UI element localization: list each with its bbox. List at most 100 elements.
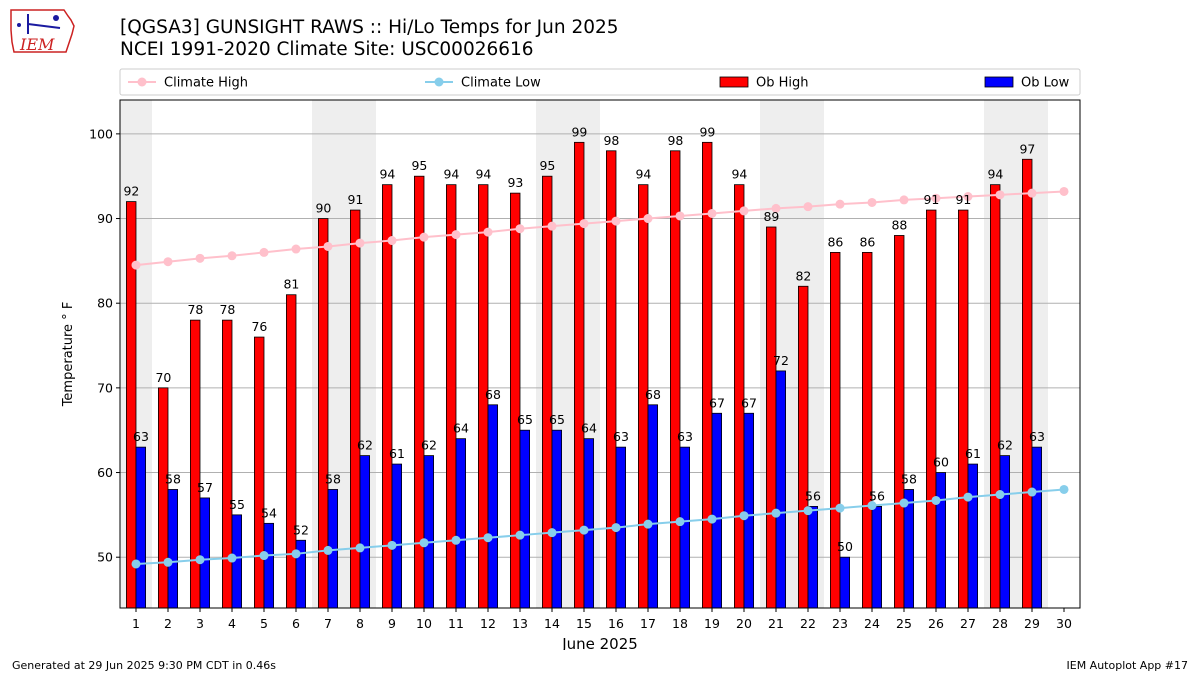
x-tick-label: 25 [896,616,912,631]
climate-low-point [195,555,205,565]
x-tick-label: 11 [448,616,464,631]
logo-instrument-bar [27,23,61,29]
climate-low-point [739,511,749,521]
legend-label: Climate Low [461,76,541,91]
ob-high-label: 78 [187,302,203,317]
y-tick-label: 80 [97,296,113,311]
ob-high-label: 97 [1019,141,1035,156]
climate-low-point [547,528,557,538]
logo-instrument-cup [53,15,59,21]
x-tick-label: 2 [164,616,172,631]
legend-ob-high-swatch [719,76,749,88]
climate-low-point [323,545,333,555]
climate-high-point [227,251,237,261]
ob-low-label: 65 [549,412,565,427]
ob-high-label: 88 [891,217,907,232]
x-tick-label: 10 [416,616,432,631]
climate-high-point [643,214,653,224]
climate-low-point [419,538,429,548]
ob-low-label: 67 [709,395,725,410]
climate-high-point [579,219,589,229]
ob-low-label: 62 [421,438,437,453]
ob-high-bar [862,251,873,609]
ob-low-bar [967,463,979,609]
ob-low-label: 68 [485,387,501,402]
ob-high-label: 95 [411,158,427,173]
ob-low-label: 63 [613,429,629,444]
x-tick-label: 22 [800,616,816,631]
ob-high-label: 76 [251,319,267,334]
climate-high-point [259,247,269,257]
climate-high-point [931,193,941,203]
ob-high-label: 94 [635,167,651,182]
ob-low-label: 60 [933,455,949,470]
ob-high-label: 94 [379,167,395,182]
chart-title: [QGSA3] GUNSIGHT RAWS :: Hi/Lo Temps for… [120,17,619,38]
climate-low-point [451,535,461,545]
plot-frame [119,99,1081,609]
ob-low-label: 65 [517,412,533,427]
climate-high-point [419,232,429,242]
ob-high-label: 94 [731,167,747,182]
climate-high-point [451,230,461,240]
climate-low-point [579,525,589,535]
ob-high-label: 99 [699,124,715,139]
ob-high-label: 95 [539,158,555,173]
climate-high-point [163,257,173,267]
climate-low-point [131,559,141,569]
ob-high-label: 86 [827,234,843,249]
ob-low-bar [359,455,371,609]
x-tick-label: 15 [576,616,592,631]
ob-high-label: 98 [603,133,619,148]
climate-high-point [675,211,685,221]
legend-frame [119,68,1081,96]
ob-high-label: 82 [795,268,811,283]
ob-low-label: 56 [869,488,885,503]
y-tick-label: 90 [97,211,113,226]
climate-low-point [835,503,845,513]
climate-low-point [803,506,813,516]
x-tick-label: 24 [864,616,880,631]
x-axis: 1 2 3 4 5 6 7 8 9 10 11 12 13 14 15 16 17 18 19 20 21 22 23 24 2… [132,608,1072,631]
climate-low-point [227,553,237,563]
ob-low-label: 52 [293,522,309,537]
climate-low-point [611,523,621,533]
ob-high-bar [221,319,233,609]
climate-high-point [387,236,397,246]
x-axis-label: June 2025 [561,635,638,650]
climate-high-line [135,190,1065,267]
x-tick-label: 18 [672,616,688,631]
x-tick-label: 20 [736,616,752,631]
x-tick-label: 13 [512,616,528,631]
x-tick-label: 9 [388,616,396,631]
ob-low-bar [167,489,179,609]
climate-high-point [1027,188,1037,198]
ob-high-label: 98 [667,133,683,148]
ob-high-label: 78 [219,302,235,317]
y-tick-label: 60 [97,465,113,480]
ob-low-bar [871,505,883,609]
iowa-outline [10,9,75,53]
ob-high-bar [958,209,969,609]
ob-low-label: 64 [453,421,469,436]
ob-low-label: 50 [837,539,853,554]
ob-low-label: 72 [773,353,789,368]
ob-low-bar [423,455,435,609]
ob-low-bar [551,429,563,609]
ob-high-label: 91 [955,192,971,207]
x-tick-label: 27 [960,616,976,631]
climate-high-point [835,199,845,209]
ob-high-bar [1022,158,1033,609]
climate-low-point [1059,484,1069,494]
ob-high-label: 92 [123,184,139,199]
ob-low-bar [999,455,1011,609]
climate-low-point [643,519,653,529]
climate-high-point [291,244,301,254]
climate-high-point [963,192,973,202]
climate-low-point [291,549,301,559]
ob-low-bar [391,463,403,609]
ob-low-bar [935,472,947,609]
x-tick-label: 3 [196,616,204,631]
ob-high-bar [766,226,777,609]
ob-high-label: 70 [155,370,171,385]
